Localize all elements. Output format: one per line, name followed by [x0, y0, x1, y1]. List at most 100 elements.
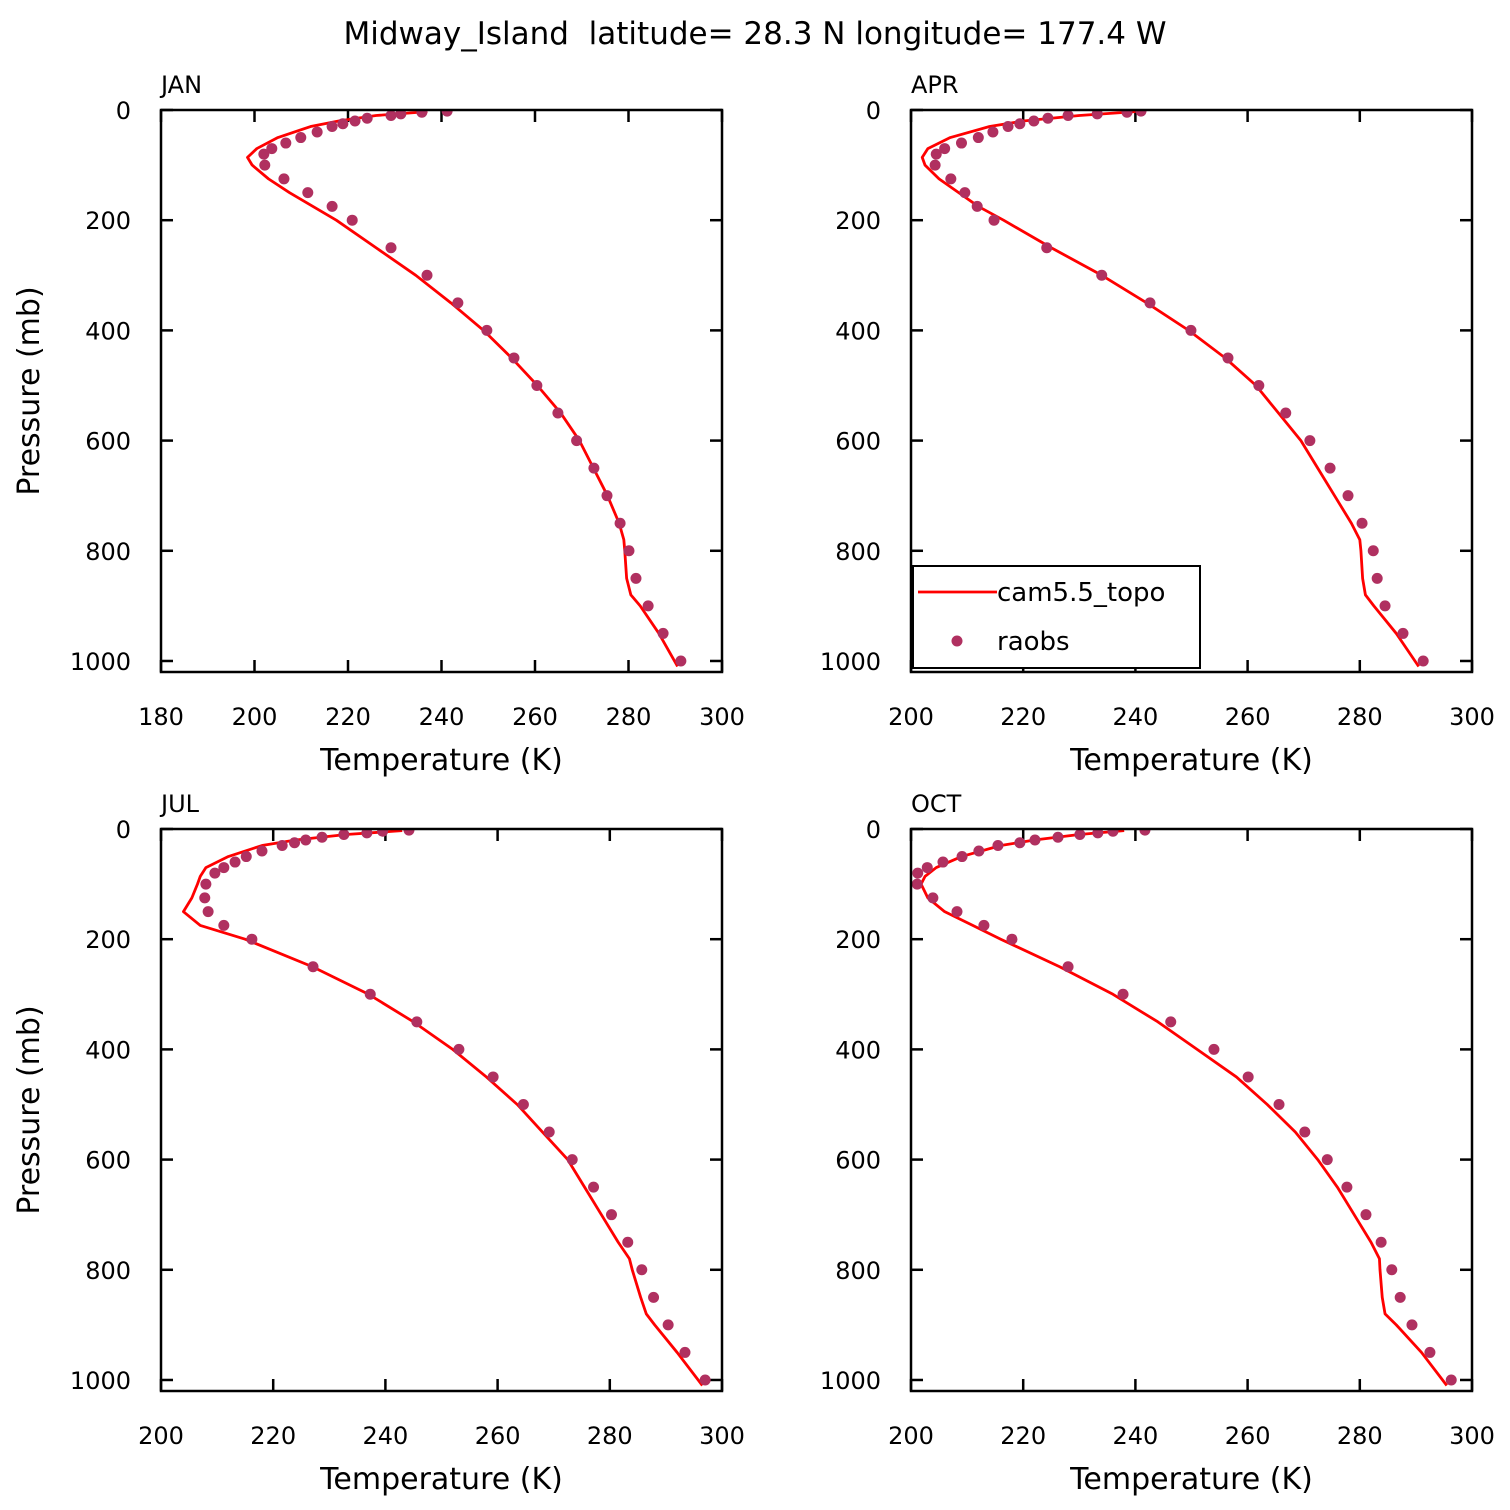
obs-marker [1394, 1291, 1406, 1303]
obs-marker [326, 200, 338, 212]
obs-marker [987, 126, 999, 138]
obs-marker [988, 214, 1000, 226]
obs-marker [364, 988, 376, 1000]
x-tick-label: 280 [587, 1422, 633, 1450]
y-tick-label: 1000 [820, 1367, 881, 1395]
y-tick-label: 0 [116, 97, 131, 125]
obs-marker [411, 1016, 423, 1028]
obs-marker [1139, 829, 1151, 836]
obs-marker [971, 200, 983, 212]
obs-marker [218, 862, 230, 874]
x-tick-label: 200 [888, 703, 934, 731]
obs-marker [937, 856, 949, 868]
x-tick-label: 240 [1112, 703, 1158, 731]
figure-title: Midway_Island latitude= 28.3 N longitude… [344, 16, 1167, 52]
obs-marker [1117, 988, 1129, 1000]
legend-box [912, 565, 1201, 669]
x-tick-label: 260 [1225, 1422, 1271, 1450]
y-tick-label: 400 [835, 317, 881, 345]
obs-marker [921, 862, 933, 874]
panel: JAN 180 200 220 240 260 280 300 0 200 400 600 800 100… [12, 71, 745, 778]
obs-marker [1014, 837, 1026, 849]
obs-marker [955, 137, 967, 149]
obs-marker [1092, 829, 1104, 839]
obs-marker [258, 148, 270, 160]
obs-marker [978, 919, 990, 931]
obs-marker [200, 878, 212, 890]
obs-marker [316, 831, 328, 843]
obs-marker [1135, 110, 1147, 117]
obs-marker [1253, 379, 1265, 391]
obs-marker [1397, 627, 1409, 639]
panel: APR 200 220 240 260 280 300 0 200 400 600 800 1000 Te… [820, 71, 1495, 778]
y-tick-label: 600 [835, 428, 881, 456]
obs-marker [1379, 600, 1391, 612]
obs-marker [571, 435, 583, 447]
obs-marker [1002, 121, 1014, 133]
x-axis-label: Temperature (K) [319, 1462, 563, 1497]
obs-marker [642, 600, 654, 612]
obs-marker [361, 112, 373, 124]
y-tick-label: 400 [85, 317, 131, 345]
obs-marker [601, 490, 613, 502]
plot-frame [909, 827, 1474, 1393]
y-tick-label: 1000 [70, 648, 131, 676]
y-tick-label: 400 [85, 1036, 131, 1064]
x-tick-label: 220 [325, 703, 371, 731]
y-tick-label: 600 [85, 1147, 131, 1175]
obs-marker [1121, 110, 1133, 118]
panel-title: JAN [159, 71, 202, 99]
x-tick-label: 240 [362, 1422, 408, 1450]
y-tick-label: 800 [835, 538, 881, 566]
obs-marker [421, 269, 433, 281]
obs-marker [209, 867, 221, 879]
legend-label: raobs [997, 627, 1070, 657]
obs-marker [385, 242, 397, 254]
obs-marker [956, 851, 968, 863]
y-tick-label: 800 [85, 538, 131, 566]
obs-marker [1321, 1154, 1333, 1166]
obs-marker [278, 173, 290, 185]
obs-marker [1029, 834, 1041, 846]
obs-marker [1014, 118, 1026, 130]
x-tick-label: 280 [1337, 703, 1383, 731]
panel-title: JUL [159, 790, 200, 818]
obs-marker [552, 407, 564, 419]
obs-marker [531, 379, 543, 391]
obs-marker [992, 840, 1004, 852]
y-tick-label: 0 [866, 816, 881, 844]
obs-marker [199, 892, 211, 904]
obs-marker [1165, 1016, 1177, 1028]
obs-marker [929, 159, 941, 171]
obs-marker [1052, 831, 1064, 843]
x-tick-label: 220 [250, 1422, 296, 1450]
obs-marker [1341, 1181, 1353, 1193]
obs-marker [289, 837, 301, 849]
obs-marker [927, 892, 939, 904]
y-tick-label: 200 [85, 926, 131, 954]
obs-marker [453, 1043, 465, 1055]
x-axis-label: Temperature (K) [319, 743, 563, 778]
obs-marker [202, 906, 214, 918]
obs-marker [930, 148, 942, 160]
obs-marker [1342, 490, 1354, 502]
y-tick-label: 0 [866, 97, 881, 125]
y-tick-label: 1000 [820, 648, 881, 676]
obs-marker [1144, 297, 1156, 309]
obs-marker [1042, 112, 1054, 124]
obs-marker [1041, 242, 1053, 254]
x-tick-label: 260 [475, 1422, 521, 1450]
obs-marker [588, 462, 600, 474]
obs-marker [662, 1319, 674, 1331]
obs-marker [605, 1209, 617, 1221]
x-tick-label: 200 [888, 1422, 934, 1450]
obs-marker [945, 173, 957, 185]
obs-marker [1006, 933, 1018, 945]
x-tick-label: 260 [512, 703, 558, 731]
obs-marker [377, 829, 389, 837]
obs-marker [1371, 572, 1383, 584]
obs-marker [302, 187, 314, 199]
obs-marker [1324, 462, 1336, 474]
